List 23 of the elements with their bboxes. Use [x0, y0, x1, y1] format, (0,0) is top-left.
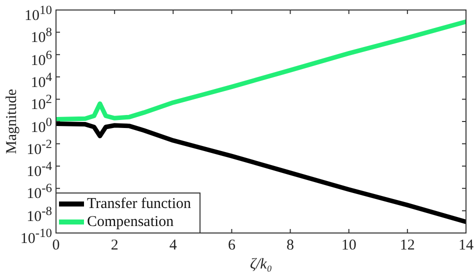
x-axis-title: ζ/k₀ [250, 256, 272, 272]
y-tick-label: 10$^{10}$ [24, 2, 52, 24]
x-tick-label: 10 [341, 237, 356, 254]
x-tick-label: 8 [286, 237, 294, 254]
x-tick-label: 0 [52, 237, 60, 254]
y-tick-label: 10$^{-2}$ [26, 136, 52, 158]
y-tick-label: 10$^{2}$ [30, 91, 52, 114]
y-tick-label: 10$^{-6}$ [26, 180, 52, 202]
y-tick-label: 10$^{8}$ [30, 24, 52, 46]
y-tick-label: 10$^{0}$ [30, 114, 52, 136]
y-tick-label: 10$^{4}$ [30, 68, 52, 91]
x-tick-label: 12 [400, 237, 415, 254]
x-tick-label: 14 [458, 237, 474, 254]
legend-label: Transfer function [87, 196, 192, 212]
y-tick-label: 10$^{-4}$ [26, 158, 52, 180]
legend-label: Compensation [87, 214, 174, 230]
x-tick-label: 2 [110, 237, 118, 254]
x-tick-label: 4 [169, 237, 178, 254]
y-tick-label: 10$^{6}$ [30, 46, 52, 69]
y-axis-title: Magnitude [4, 88, 20, 154]
y-tick-label: 10$^{-10}$ [20, 225, 52, 247]
y-tick-label: 10$^{-8}$ [26, 202, 52, 225]
x-tick-label: 6 [228, 237, 236, 254]
